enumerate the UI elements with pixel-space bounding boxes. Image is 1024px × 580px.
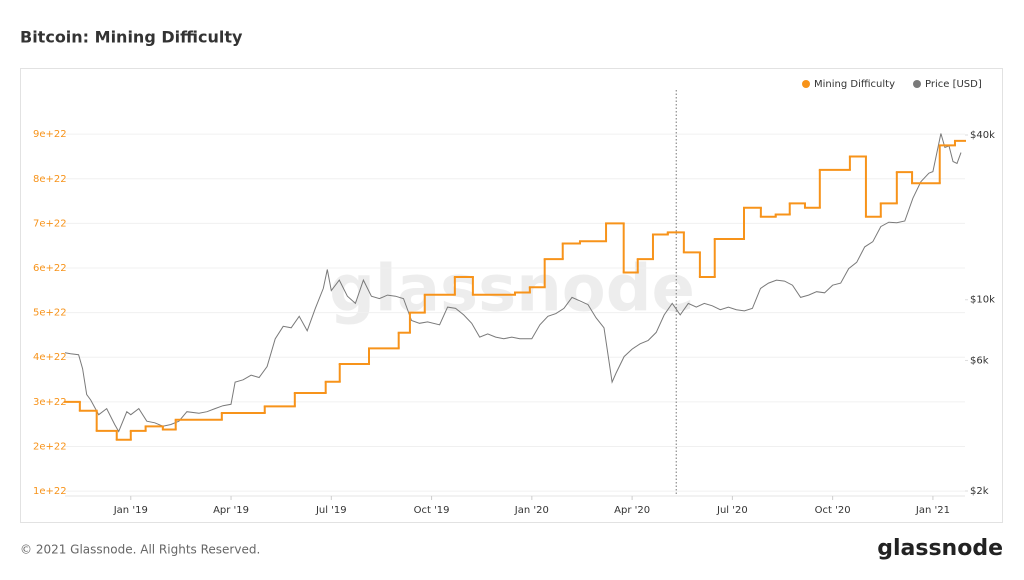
y-tick-label: 6e+22: [33, 263, 67, 274]
y-tick-label: 3e+22: [33, 397, 67, 408]
y-tick-label: 7e+22: [33, 218, 67, 229]
y2-tick-label: $10k: [970, 295, 995, 306]
footer: © 2021 Glassnode. All Rights Reserved.: [20, 543, 260, 557]
y-tick-label: 1e+22: [33, 486, 67, 497]
x-tick-label: Jul '19: [315, 505, 347, 516]
x-tick-label: Jan '21: [915, 505, 950, 516]
y2-tick-label: $2k: [970, 486, 989, 497]
x-tick-label: Oct '20: [815, 505, 851, 516]
y-tick-label: 5e+22: [33, 308, 67, 319]
x-tick-label: Apr '20: [614, 505, 650, 516]
y-tick-label: 8e+22: [33, 174, 67, 185]
x-tick-label: Jan '20: [514, 505, 549, 516]
x-tick-label: Jan '19: [113, 505, 148, 516]
legend-label: Mining Difficulty: [814, 79, 895, 90]
chart-frame: [20, 68, 1003, 523]
watermark: glassnode: [329, 253, 695, 327]
price-line: [64, 133, 962, 433]
legend-marker: [802, 80, 810, 88]
chart-title: Bitcoin: Mining Difficulty: [20, 28, 243, 47]
legend-label: Price [USD]: [925, 79, 982, 90]
y-tick-label: 9e+22: [33, 129, 67, 140]
y-tick-label: 2e+22: [33, 441, 67, 452]
brand-logo: glassnode: [877, 536, 1003, 561]
y2-tick-label: $6k: [970, 355, 989, 366]
x-tick-label: Jul '20: [716, 505, 748, 516]
x-tick-label: Oct '19: [414, 505, 450, 516]
y-tick-label: 4e+22: [33, 352, 67, 363]
y2-tick-label: $40k: [970, 130, 995, 141]
x-tick-label: Apr '19: [213, 505, 249, 516]
legend-marker: [913, 80, 921, 88]
